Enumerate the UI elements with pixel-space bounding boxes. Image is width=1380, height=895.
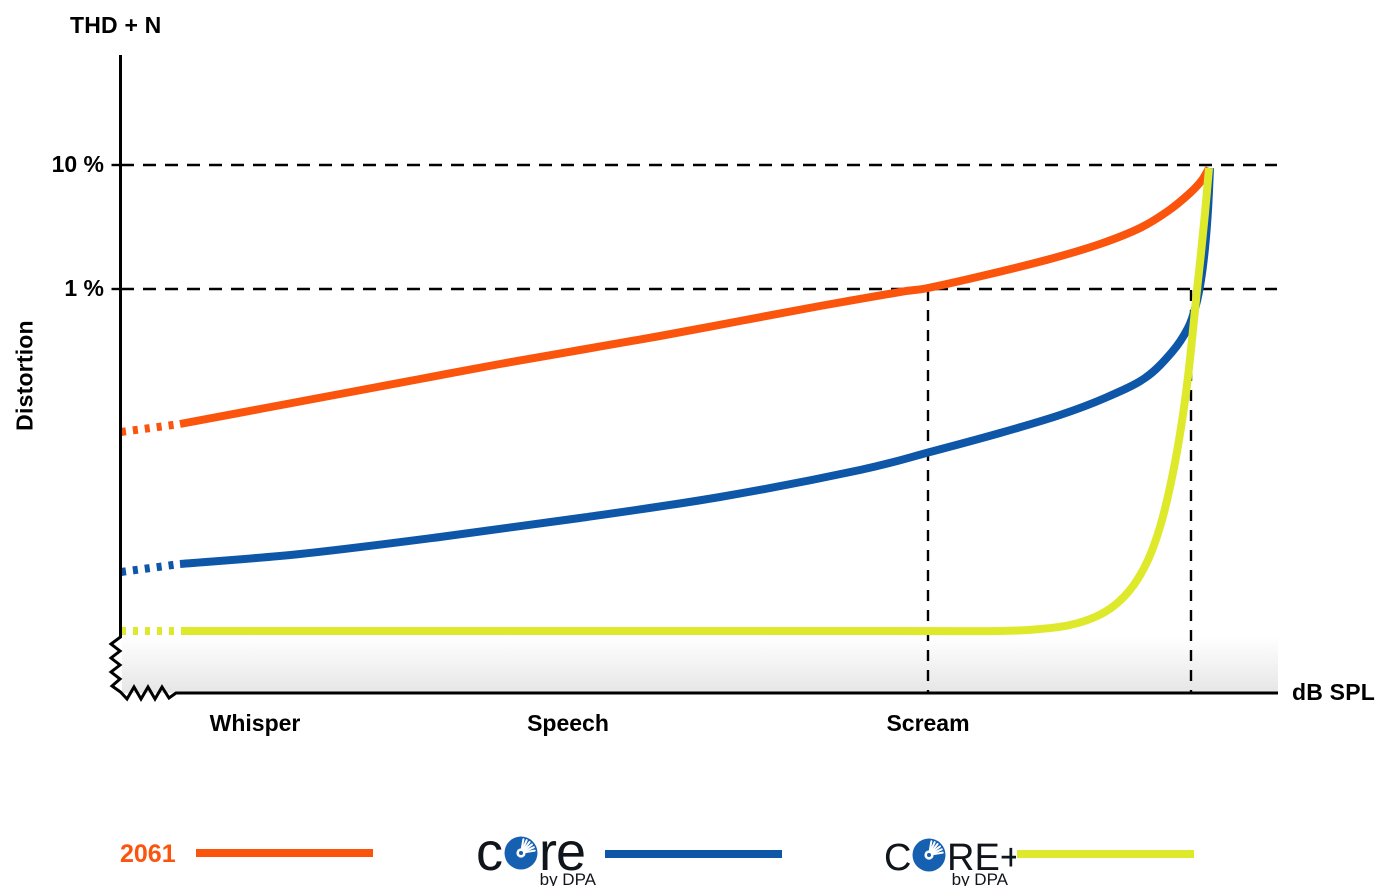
core-plus-logo-text-c: C [884, 837, 911, 879]
core-logo-text-c: c [476, 824, 503, 882]
y-tick-1-percent: 1 % [64, 275, 104, 301]
x-category-speech: Speech [527, 710, 609, 736]
legend-line-core-plus [1017, 850, 1194, 858]
core-logo-by-dpa: by DPA [540, 870, 597, 886]
x-axis-label-dbspl: dB SPL [1292, 679, 1375, 705]
core-plus-logo-disc-icon [912, 838, 946, 872]
core-by-dpa-logo: c re by DPA [476, 824, 597, 886]
y-tick-10-percent: 10 % [51, 151, 104, 177]
core-plus-logo-by-dpa: by DPA [952, 870, 1009, 886]
legend-line-core [605, 850, 782, 858]
x-category-scream: Scream [886, 710, 970, 736]
core-logo-disc-icon [504, 836, 538, 870]
legend-line-2061 [196, 849, 373, 857]
core-plus-by-dpa-logo: C RE+ by DPA [884, 837, 1016, 886]
y-axis-label-distortion: Distortion [11, 320, 38, 431]
core-plus-logo-text-re-plus: RE+ [947, 837, 1016, 879]
x-category-whisper: Whisper [209, 710, 301, 736]
core-logo-text-re: re [539, 824, 585, 882]
legend-label-2061: 2061 [120, 840, 176, 868]
y-axis-title: THD + N [70, 12, 162, 38]
